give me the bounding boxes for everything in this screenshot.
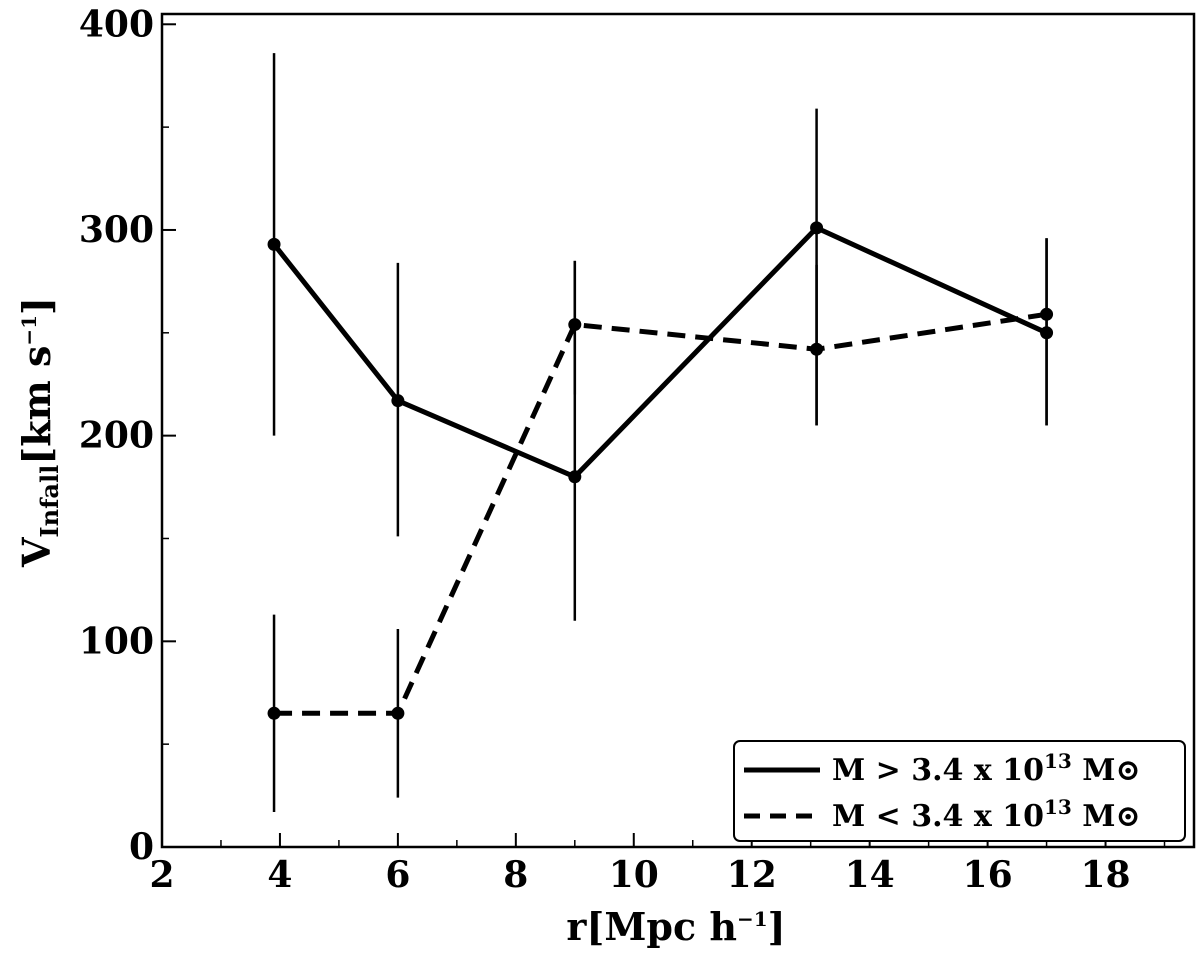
legend-label-high-mass: M > 3.4 x 1013 M⊙	[832, 749, 1141, 788]
data-point-series-1	[1040, 326, 1054, 340]
x-tick-label: 8	[503, 854, 528, 896]
y-tick-label: 400	[79, 3, 154, 45]
data-point-series-2	[391, 706, 405, 720]
legend-box	[733, 740, 1186, 842]
x-tick-label: 2	[149, 854, 174, 896]
y-tick-label: 0	[129, 826, 154, 868]
data-point-series-2	[568, 318, 582, 332]
data-point-series-1	[568, 470, 582, 484]
error-bars	[272, 53, 1048, 813]
data-point-series-2	[1040, 307, 1054, 321]
x-tick-label: 10	[609, 854, 659, 896]
series-lines	[272, 225, 1048, 716]
x-tick-label: 4	[267, 854, 292, 896]
y-tick-label: 200	[79, 415, 154, 457]
y-axis-label: VInfall[km s−1]	[14, 297, 64, 568]
series-line-1	[272, 225, 1048, 480]
data-point-series-1	[810, 221, 824, 235]
axis-ticks: 2 4 6 8 10 12 14 16 18 0 100 200 300 400	[79, 3, 1166, 896]
y-tick-label: 100	[79, 620, 154, 662]
x-tick-label: 16	[963, 854, 1013, 896]
data-point-series-2	[267, 706, 281, 720]
series-markers	[267, 221, 1054, 720]
x-tick-label: 14	[845, 854, 895, 896]
x-tick-label: 6	[385, 854, 410, 896]
data-point-series-1	[391, 394, 405, 408]
data-point-series-2	[810, 342, 824, 356]
plot-frame	[160, 12, 1196, 849]
data-point-series-1	[267, 237, 281, 251]
legend-label-low-mass: M < 3.4 x 1013 M⊙	[832, 795, 1141, 834]
y-tick-label: 300	[79, 209, 154, 251]
x-axis-label: r[Mpc h−1]	[566, 904, 785, 949]
legend: M > 3.4 x 1013 M⊙ M < 3.4 x 1013 M⊙	[733, 740, 1186, 842]
x-tick-label: 18	[1080, 854, 1130, 896]
x-tick-label: 12	[727, 854, 777, 896]
series-line-2	[274, 311, 1047, 716]
